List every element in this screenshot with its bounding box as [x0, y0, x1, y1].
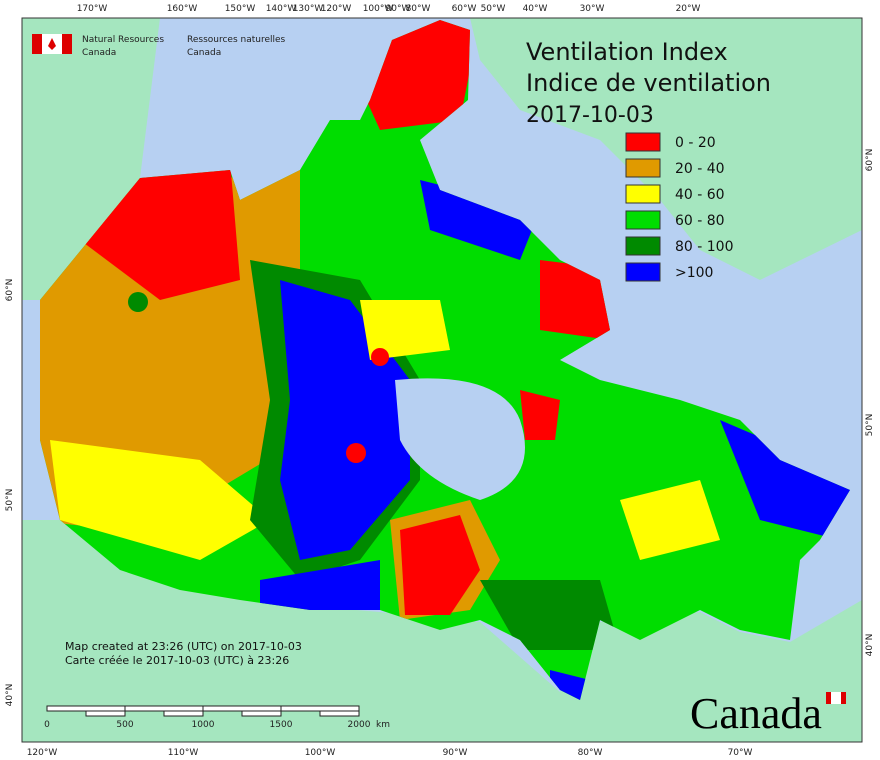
- latitude-label: 50°N: [865, 414, 875, 437]
- legend-swatch: [625, 262, 661, 282]
- agency-name: Canada: [82, 48, 116, 58]
- legend-swatch: [625, 158, 661, 178]
- legend-swatch: [625, 132, 661, 152]
- agency-name: Canada: [187, 48, 221, 58]
- scale-label: 1500: [270, 720, 293, 730]
- agency-name: Natural Resources: [82, 35, 164, 45]
- scale-label: 500: [116, 720, 133, 730]
- latitude-label: 40°N: [865, 634, 875, 657]
- longitude-label: 50°W: [481, 4, 506, 14]
- scale-segment: [85, 710, 126, 717]
- longitude-label: 160°W: [167, 4, 198, 14]
- scale-label: 2000: [348, 720, 371, 730]
- legend-label: >100: [675, 265, 713, 281]
- legend-label: 60 - 80: [675, 213, 725, 229]
- longitude-label: 20°W: [676, 4, 701, 14]
- hudson-bay: [395, 378, 525, 500]
- latitude-label: 60°N: [865, 149, 875, 172]
- map-note: Map created at 23:26 (UTC) on 2017-10-03: [65, 640, 302, 653]
- legend-swatch: [625, 210, 661, 230]
- longitude-label: 40°W: [523, 4, 548, 14]
- map-title: Ventilation Index: [526, 38, 728, 66]
- legend-swatch: [625, 184, 661, 204]
- scale-label: 0: [44, 720, 50, 730]
- scale-segment: [124, 705, 204, 712]
- scale-segment: [319, 710, 360, 717]
- legend-label: 80 - 100: [675, 239, 734, 255]
- agency-name: Ressources naturelles: [187, 35, 286, 45]
- longitude-label: 90°W: [386, 4, 411, 14]
- map-frame: [21, 17, 863, 743]
- map-note: Carte créée le 2017-10-03 (UTC) à 23:26: [65, 654, 289, 667]
- canada-wordmark: Canada: [690, 689, 822, 738]
- legend-swatch: [625, 236, 661, 256]
- longitude-label: 110°W: [168, 748, 199, 758]
- longitude-label: 150°W: [225, 4, 256, 14]
- longitude-label: 70°W: [728, 748, 753, 758]
- legend-label: 0 - 20: [675, 135, 716, 151]
- longitude-label: 170°W: [77, 4, 108, 14]
- scale-segment: [163, 710, 204, 717]
- latitude-label: 50°N: [5, 489, 15, 512]
- usa-land: [22, 520, 862, 742]
- longitude-label: 100°W: [363, 4, 394, 14]
- longitude-label: 80°W: [578, 748, 603, 758]
- alaska-land: [22, 18, 160, 300]
- longitude-label: 130°W: [293, 4, 324, 14]
- legend-label: 20 - 40: [675, 161, 725, 177]
- map-title: 2017-10-03: [526, 103, 654, 128]
- longitude-label: 100°W: [305, 748, 336, 758]
- longitude-label: 80°W: [406, 4, 431, 14]
- scale-segment: [202, 705, 282, 712]
- latitude-label: 60°N: [5, 279, 15, 302]
- logo-flag: [32, 34, 72, 54]
- longitude-label: 60°W: [452, 4, 477, 14]
- wordmark-flag: [831, 692, 841, 704]
- longitude-label: 90°W: [443, 748, 468, 758]
- longitude-label: 140°W: [266, 4, 297, 14]
- scale-label: 1000: [192, 720, 215, 730]
- legend-label: 40 - 60: [675, 187, 725, 203]
- scale-unit: km: [376, 720, 390, 730]
- longitude-label: 120°W: [27, 748, 58, 758]
- longitude-label: 30°W: [580, 4, 605, 14]
- latitude-label: 40°N: [5, 684, 15, 707]
- longitude-label: 120°W: [321, 4, 352, 14]
- greenland-land: [470, 18, 862, 280]
- scale-segment: [280, 705, 360, 712]
- map-title: Indice de ventilation: [526, 69, 771, 97]
- scale-segment: [46, 705, 126, 712]
- scale-segment: [241, 710, 282, 717]
